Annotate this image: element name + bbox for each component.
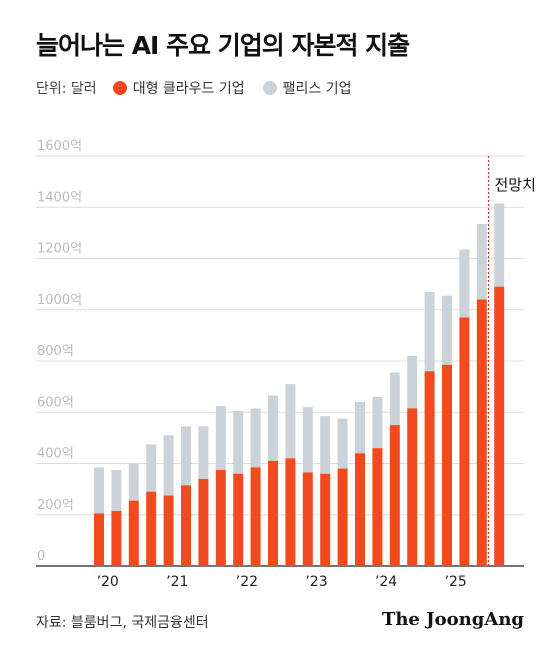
y-tick-label: 600억 [37, 395, 74, 410]
y-tick-label: 800억 [37, 344, 74, 359]
bar-fabless [111, 470, 121, 511]
bar-cloud [407, 408, 417, 566]
bar-cloud [338, 469, 348, 566]
bar-cloud [94, 513, 104, 566]
bar-fabless [407, 356, 417, 409]
forecast-label: 전망치 [495, 176, 536, 194]
bar-cloud [355, 453, 365, 566]
bar-cloud [390, 425, 400, 566]
x-tick-label: ’25 [445, 574, 467, 590]
bar-fabless [268, 396, 278, 461]
bar-fabless [251, 408, 261, 467]
y-tick-label: 1600억 [37, 139, 82, 154]
bar-fabless [164, 435, 174, 495]
bar-cloud [285, 458, 295, 566]
bar-fabless [494, 203, 504, 286]
bar-fabless [198, 426, 208, 479]
bar-fabless [338, 419, 348, 469]
bar-cloud [146, 492, 156, 566]
bar-cloud [477, 300, 487, 567]
y-tick-label: 200억 [37, 498, 74, 513]
brand-logo: The JoongAng [382, 609, 524, 630]
y-tick-label: 400억 [37, 447, 74, 462]
bar-fabless [285, 384, 295, 458]
bar-fabless [320, 416, 330, 474]
bar-fabless [94, 467, 104, 513]
bar-cloud [251, 467, 261, 566]
bar-cloud [129, 501, 139, 566]
bar-cloud [111, 511, 121, 566]
bar-cloud [164, 496, 174, 566]
bar-cloud [198, 479, 208, 566]
bar-fabless [233, 411, 243, 474]
bar-cloud [268, 461, 278, 566]
x-tick-label: ’22 [236, 574, 258, 590]
bar-fabless [129, 464, 139, 501]
bar-fabless [425, 292, 435, 371]
bar-fabless [303, 407, 313, 472]
bar-cloud [372, 448, 382, 566]
y-tick-label: 1000억 [37, 293, 82, 308]
x-tick-label: ’21 [166, 574, 188, 590]
y-tick-label: 1200억 [37, 242, 82, 257]
bar-fabless [216, 406, 226, 470]
source-note: 자료: 블룸버그, 국제금융센터 [36, 612, 209, 632]
x-tick-label: ’23 [305, 574, 327, 590]
bar-cloud [459, 317, 469, 566]
bar-fabless [146, 444, 156, 491]
y-tick-label: 1400억 [37, 190, 82, 205]
bar-cloud [320, 474, 330, 566]
bar-fabless [181, 426, 191, 485]
x-tick-label: ’24 [375, 574, 397, 590]
bar-cloud [442, 365, 452, 566]
y-tick-label: 0 [37, 549, 45, 564]
bar-cloud [216, 470, 226, 566]
bar-fabless [355, 402, 365, 453]
bar-fabless [372, 397, 382, 448]
x-tick-label: ’20 [97, 574, 119, 590]
bar-fabless [477, 224, 487, 300]
bar-fabless [459, 250, 469, 318]
bar-fabless [442, 296, 452, 365]
bar-cloud [181, 485, 191, 566]
bar-cloud [233, 474, 243, 566]
bar-cloud [425, 371, 435, 566]
bar-fabless [390, 373, 400, 426]
bar-cloud [494, 287, 504, 566]
bar-cloud [303, 472, 313, 566]
